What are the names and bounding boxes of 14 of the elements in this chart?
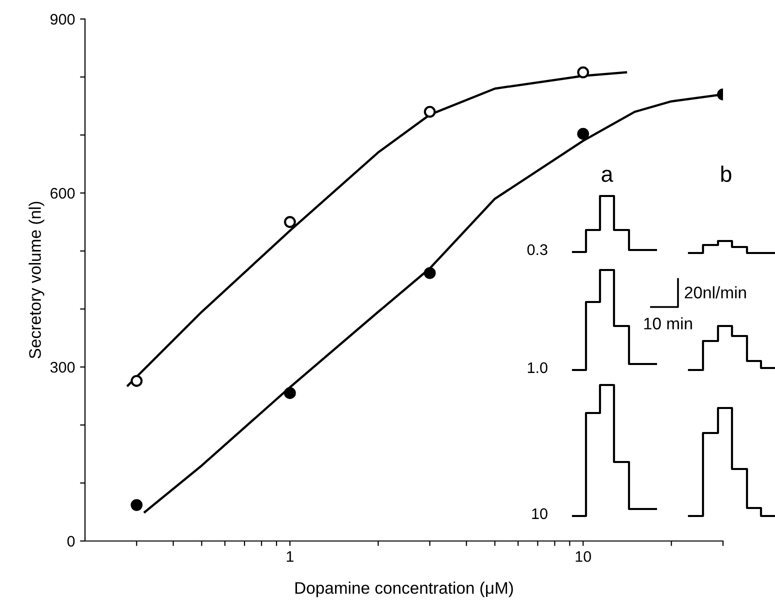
x-tick-label: 1 bbox=[286, 551, 294, 562]
annotation: 10 bbox=[532, 508, 548, 520]
y-tick-label: 300 bbox=[50, 362, 75, 373]
annotation: b bbox=[721, 166, 732, 182]
y-tick-label: 900 bbox=[50, 14, 75, 25]
y-tick-label: 0 bbox=[67, 536, 75, 547]
x-axis-title: Dopamine concentration (μM) bbox=[295, 582, 513, 598]
annotation: 20nl/min bbox=[684, 286, 746, 298]
annotation: 0.3 bbox=[527, 244, 548, 256]
y-axis-title: Secretory volume (nl) bbox=[28, 202, 44, 358]
y-tick-label: 600 bbox=[50, 188, 75, 199]
annotation: 10 min bbox=[644, 317, 692, 330]
annotation: 1.0 bbox=[528, 362, 548, 374]
annotation: a bbox=[602, 170, 614, 182]
